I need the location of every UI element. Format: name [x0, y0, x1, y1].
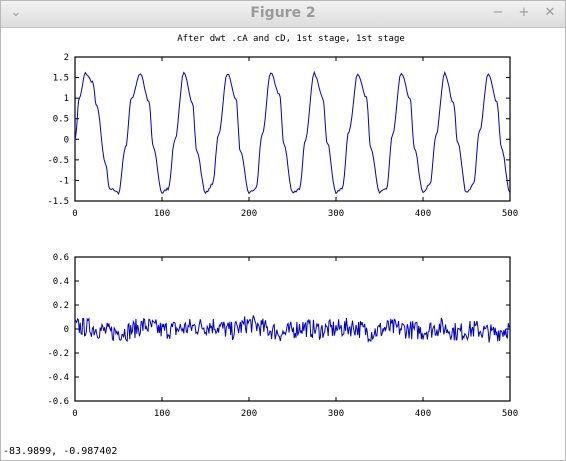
plot-1-xtick-label: 300	[328, 209, 344, 219]
plot-1-ytick-label: 0.5	[53, 115, 69, 125]
plot-2-xtick-label: 400	[415, 409, 431, 419]
plot-2-ytick-label: 0.6	[53, 253, 69, 263]
plot-1-xtick-label: 200	[241, 209, 257, 219]
window-menu-icon[interactable]: ⌄	[10, 5, 22, 20]
plot-1-xtick-label: 0	[72, 209, 77, 219]
plot-2-xtick-label: 500	[502, 409, 518, 419]
plot-1-ytick-label: -1	[58, 176, 69, 186]
plot-1-xtick-label: 400	[415, 209, 431, 219]
plot-2-ytick-label: 0.2	[53, 301, 69, 311]
plot-2-xtick-label: 300	[328, 409, 344, 419]
plot-2-ytick-label: -0.4	[47, 373, 69, 383]
plot-1-ytick-label: -1.5	[47, 197, 69, 207]
plot-1-series-line	[74, 70, 511, 196]
window-title: Figure 2	[250, 5, 316, 21]
plot-1-ytick-label: 2	[64, 53, 69, 63]
plot-1-ytick-label: 0	[64, 135, 69, 145]
plot-2-xtick-label: 200	[241, 409, 257, 419]
cursor-coordinates: -83.9899, -0.987402	[3, 446, 118, 457]
plot-2-xtick-label: 100	[154, 409, 170, 419]
plot-1-ytick-label: 1	[64, 94, 69, 104]
minimize-icon[interactable]: −	[492, 5, 504, 20]
plot-1-ytick-label: -0.5	[47, 156, 69, 166]
plot-2-ytick-label: -0.2	[47, 349, 69, 359]
plot-2-xtick-label: 0	[72, 409, 77, 419]
title-bar[interactable]: ⌄ Figure 2 − + ✕	[1, 1, 565, 28]
plot-2-series-line	[74, 315, 511, 344]
plot-1-title: After dwt .cA and cD, 1st stage, 1st sta…	[177, 34, 405, 44]
plot-2-ytick-label: 0.4	[53, 277, 69, 287]
plot-1-ytick-label: 1.5	[53, 74, 69, 84]
plot-2-ytick-label: -0.6	[47, 397, 69, 407]
plot-2-ytick-label: 0	[64, 325, 69, 335]
plot-1-xtick-label: 500	[502, 209, 518, 219]
close-icon[interactable]: ✕	[544, 5, 556, 20]
plot-2-axes-box	[74, 256, 511, 402]
plot-1-axes-box	[74, 56, 511, 202]
plot-1-xtick-label: 100	[154, 209, 170, 219]
figure-canvas[interactable]: After dwt .cA and cD, 1st stage, 1st sta…	[1, 28, 565, 443]
maximize-icon[interactable]: +	[518, 5, 530, 20]
plot-area[interactable]: After dwt .cA and cD, 1st stage, 1st sta…	[1, 28, 565, 443]
